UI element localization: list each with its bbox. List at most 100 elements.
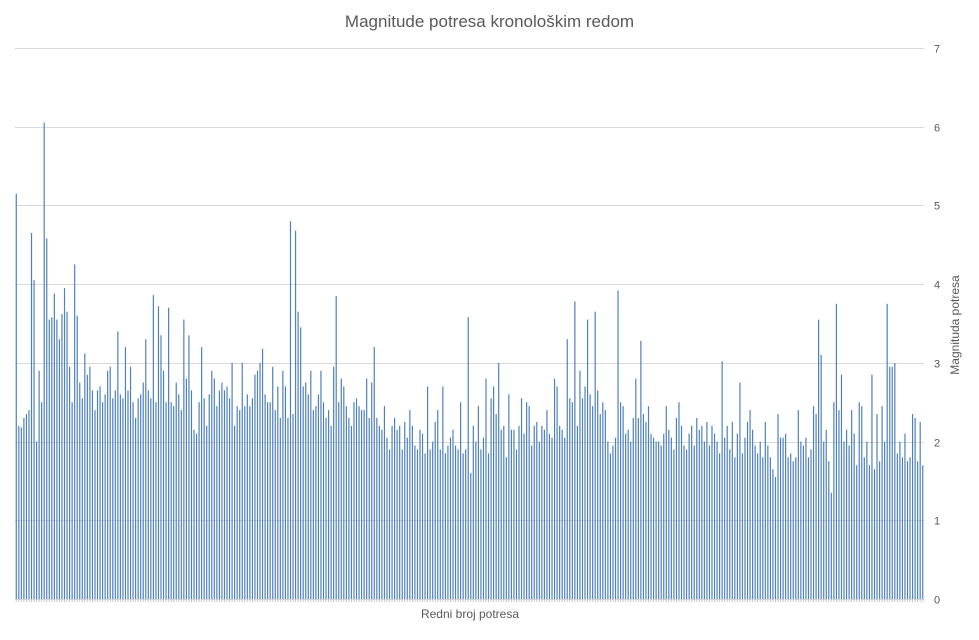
bar (658, 441, 660, 599)
bar (165, 402, 167, 599)
bar (427, 386, 429, 599)
bar (376, 417, 378, 599)
bar (668, 429, 670, 599)
bar (386, 437, 388, 599)
bar (917, 461, 919, 599)
bar (467, 317, 469, 599)
bar (503, 425, 505, 599)
bar (135, 417, 137, 599)
bar (701, 425, 703, 599)
bar (406, 437, 408, 599)
bar (330, 425, 332, 599)
bar (678, 402, 680, 599)
bar (305, 382, 307, 599)
bar (564, 437, 566, 599)
bar (762, 457, 764, 599)
bar (475, 441, 477, 599)
y-tick-label: 1 (934, 516, 940, 528)
bar (61, 314, 63, 599)
bar (363, 410, 365, 599)
y-tick-label: 3 (934, 359, 940, 371)
bar (586, 319, 589, 599)
bar (213, 378, 215, 599)
bar (18, 425, 20, 599)
bar (757, 453, 759, 599)
bar (911, 414, 914, 599)
bar (457, 449, 459, 599)
bar (228, 398, 231, 599)
bar (170, 402, 172, 599)
bar (96, 390, 99, 599)
bar (76, 315, 78, 599)
bar (272, 366, 274, 599)
bar (358, 406, 360, 599)
bar (416, 449, 419, 599)
bar (533, 425, 535, 599)
bar (335, 295, 337, 599)
bar (206, 425, 208, 599)
bar (241, 362, 243, 599)
bar (807, 457, 810, 599)
bar (513, 429, 515, 599)
bar (693, 445, 695, 599)
bar (226, 386, 228, 599)
bar (548, 433, 551, 599)
bar (711, 425, 713, 599)
bar (919, 421, 921, 599)
bar (782, 437, 784, 599)
bar (178, 394, 180, 599)
bar (703, 441, 705, 599)
bar (612, 445, 614, 599)
bar (906, 461, 909, 599)
bar (162, 370, 165, 599)
bar (396, 429, 398, 599)
bar (663, 433, 665, 599)
bar (112, 398, 114, 599)
bar (81, 398, 83, 599)
bar (388, 449, 391, 599)
bar (729, 449, 731, 599)
bar (208, 394, 210, 599)
bar (673, 449, 675, 599)
bar (543, 429, 545, 599)
bar (594, 311, 596, 599)
bar (510, 429, 512, 599)
bar (696, 417, 698, 599)
bar (33, 280, 35, 599)
bar (231, 362, 233, 599)
bar (785, 433, 787, 599)
bar (652, 437, 655, 599)
bar (665, 406, 667, 599)
bar (43, 122, 45, 599)
bar (739, 382, 741, 599)
bar (58, 339, 61, 599)
bar (685, 449, 688, 599)
bar (140, 394, 142, 599)
bar (708, 445, 711, 599)
bar (345, 406, 347, 599)
bar (355, 398, 358, 599)
bar (650, 433, 652, 599)
bar (454, 445, 457, 599)
bar (845, 429, 848, 599)
bar (482, 437, 485, 599)
bar (218, 390, 220, 599)
bar (244, 406, 246, 599)
bar (421, 433, 424, 599)
bar (825, 429, 827, 599)
bar (863, 457, 865, 599)
bar (876, 414, 878, 599)
bar (127, 390, 129, 599)
bar (71, 402, 73, 599)
bar (538, 441, 540, 599)
bar (338, 402, 340, 599)
bar (731, 421, 733, 599)
bar (246, 394, 248, 599)
bar (333, 366, 335, 599)
bar (630, 441, 632, 599)
bar (282, 370, 284, 599)
bar (371, 382, 373, 599)
bar (297, 311, 299, 599)
bar (132, 402, 134, 599)
